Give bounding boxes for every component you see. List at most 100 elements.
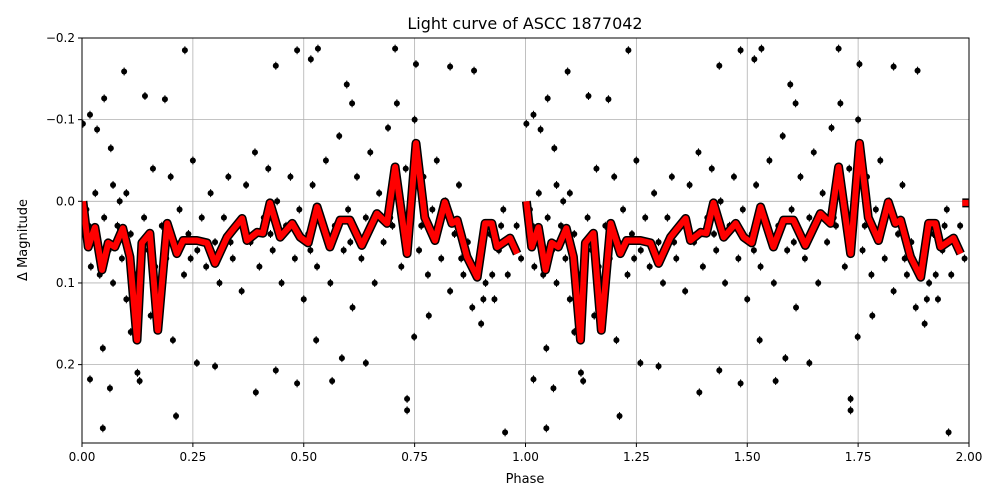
data-point [327,279,334,286]
x-tick-label: 0.25 [180,450,207,464]
data-point [99,345,106,352]
data-point [106,385,113,392]
x-tick-label: 2.00 [956,450,983,464]
data-point [500,206,507,213]
data-point [300,296,307,303]
data-point [294,380,301,387]
data-point [220,214,227,221]
data-point [782,355,789,362]
data-point [664,214,671,221]
data-point [613,337,620,344]
data-point [890,288,897,295]
data-point [123,190,130,197]
data-point [668,173,675,180]
data-point [216,279,223,286]
data-point [787,81,794,88]
data-point [269,247,276,254]
data-point [86,111,93,118]
axis-ticks: 0.00 0.25 0.50 0.75 1.00 1.25 1.50 1.75 2.00 −0.2… [46,31,983,464]
data-point [633,157,640,164]
data-point [134,369,141,376]
data-point [530,111,537,118]
data-point [347,239,354,246]
data-point [141,214,148,221]
data-point [193,359,200,366]
data-point [287,173,294,180]
data-point [185,230,192,237]
data-point [531,263,538,270]
data-point [229,255,236,262]
data-point [121,68,128,75]
data-point [872,206,879,213]
data-point [176,206,183,213]
y-tick-label: 0.2 [56,358,75,372]
data-point [753,181,760,188]
data-point [686,181,693,188]
data-point [149,165,156,172]
data-point [859,247,866,254]
data-point [307,56,314,63]
data-point [577,369,584,376]
data-point [116,198,123,205]
data-point [772,377,779,384]
data-point [716,367,723,374]
data-point [478,320,485,327]
data-point [551,145,558,152]
data-point [498,222,505,229]
data-point [136,377,143,384]
data-point [544,95,551,102]
data-point [682,288,689,295]
data-point [912,304,919,311]
data-point [502,429,509,436]
data-point [82,120,86,127]
data-point [744,296,751,303]
data-point [624,271,631,278]
data-point [251,149,258,156]
data-point [87,263,94,270]
data-point [847,395,854,402]
data-point [758,45,765,52]
data-point [716,62,723,69]
data-point [309,181,316,188]
binned-curve [82,138,969,345]
data-point [584,214,591,221]
data-point [550,385,557,392]
data-point [207,190,214,197]
data-point [790,239,797,246]
data-point [161,96,168,103]
data-point [659,279,666,286]
data-point [353,173,360,180]
data-point [418,222,425,229]
data-point [605,96,612,103]
data-point [169,337,176,344]
data-points [82,44,968,437]
data-point [544,214,551,221]
data-point [314,263,321,270]
data-point [625,47,632,54]
data-point [447,63,454,70]
data-point [854,333,861,340]
data-point [480,296,487,303]
data-point [631,255,638,262]
data-point [806,359,813,366]
data-point [256,263,263,270]
data-point [932,271,939,278]
data-point [945,429,952,436]
data-point [338,355,345,362]
data-point [340,247,347,254]
data-point [921,320,928,327]
data-point [322,157,329,164]
data-point [628,230,635,237]
data-point [349,304,356,311]
data-point [770,279,777,286]
y-tick-label: 0.0 [56,194,75,208]
data-point [543,345,550,352]
data-point [890,63,897,70]
data-point [272,367,279,374]
data-point [616,413,623,420]
data-point [655,363,662,370]
y-axis-label: Δ Magnitude [16,199,31,281]
data-point [252,389,259,396]
data-point [225,173,232,180]
data-point [393,100,400,107]
